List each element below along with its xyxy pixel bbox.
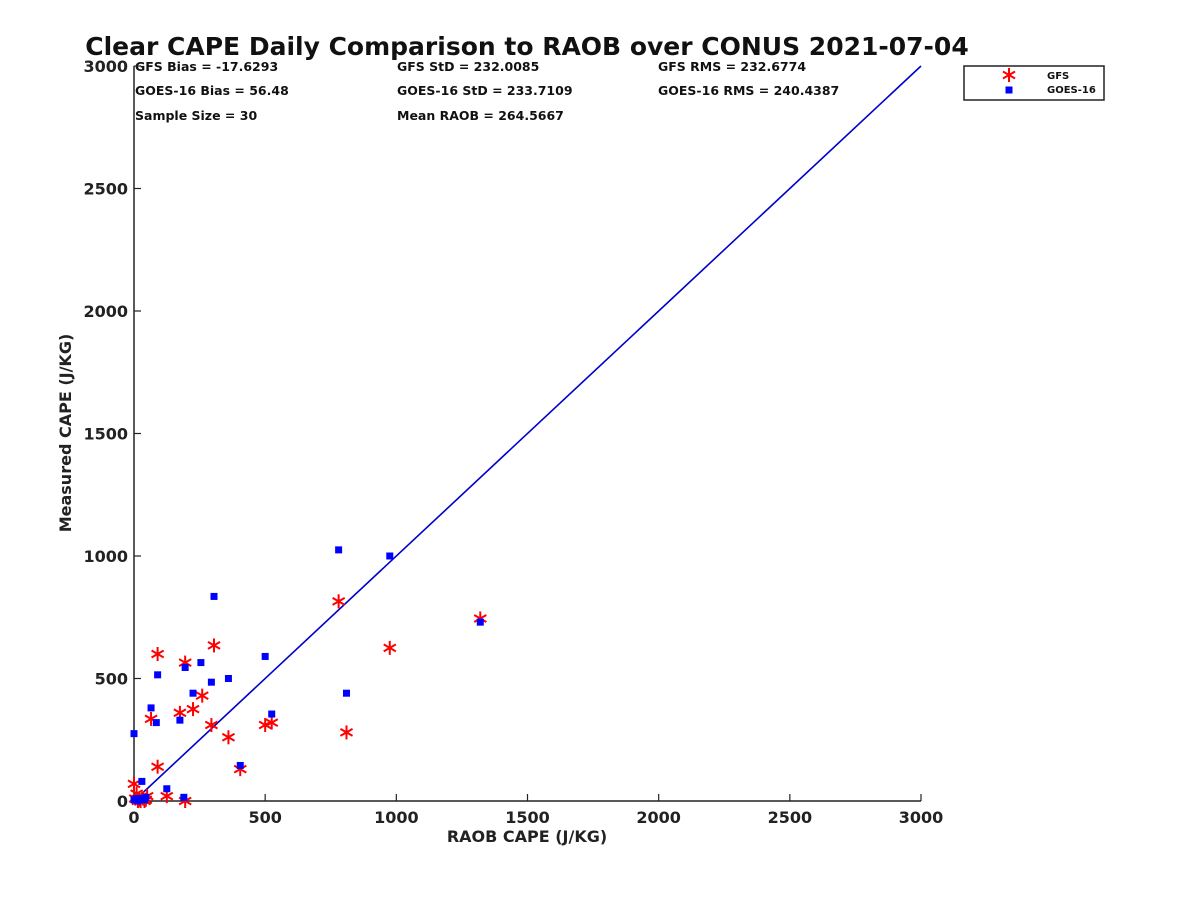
x-tick-label: 1500 bbox=[505, 808, 550, 827]
x-tick-label: 2500 bbox=[768, 808, 813, 827]
legend-gfs-asterisk bbox=[1002, 68, 1016, 82]
goes16-point bbox=[176, 716, 184, 724]
goes16-point bbox=[180, 793, 188, 801]
goes16-point bbox=[224, 675, 232, 682]
gfs-point bbox=[339, 725, 354, 740]
gfs-point bbox=[204, 718, 218, 733]
legend-box bbox=[963, 65, 1105, 101]
goes16-point bbox=[181, 663, 189, 671]
goes16-point bbox=[210, 592, 218, 600]
goes16-point bbox=[268, 710, 276, 718]
gfs-point bbox=[207, 638, 221, 653]
series-gfs bbox=[127, 594, 487, 808]
gfs-point bbox=[383, 640, 397, 655]
x-tick-label: 3000 bbox=[899, 808, 944, 827]
y-ticks: 0 500 1000 1500 2000 2500 3000 bbox=[83, 57, 141, 811]
y-tick-label: 500 bbox=[95, 670, 128, 689]
goes16-point bbox=[142, 793, 150, 801]
goes16-point bbox=[163, 785, 171, 793]
goes16-point bbox=[130, 730, 138, 738]
legend-gfs-label: GFS bbox=[1047, 71, 1069, 82]
gfs-point bbox=[221, 730, 236, 745]
x-ticks: 0 500 1000 1500 2000 2500 3000 bbox=[128, 794, 943, 827]
y-tick-label: 1500 bbox=[83, 425, 128, 444]
stat-goes-rms: GOES-16 RMS = 240.4387 bbox=[658, 83, 839, 98]
goes16-point bbox=[207, 678, 215, 686]
chart-title: Clear CAPE Daily Comparison to RAOB over… bbox=[85, 32, 968, 61]
stat-goes-std: GOES-16 StD = 233.7109 bbox=[397, 83, 573, 98]
stat-mean-raob: Mean RAOB = 264.5667 bbox=[397, 108, 564, 123]
legend-goes16-marker bbox=[1005, 86, 1013, 94]
stat-gfs-rms: GFS RMS = 232.6774 bbox=[658, 59, 806, 74]
y-tick-label: 3000 bbox=[83, 57, 128, 76]
stats-annotations: GFS Bias = -17.6293 GFS StD = 232.0085 G… bbox=[135, 59, 839, 123]
y-tick-label: 2000 bbox=[83, 302, 128, 321]
one-to-one-line bbox=[133, 65, 922, 802]
x-tick-label: 0 bbox=[128, 808, 139, 827]
goes16-point bbox=[386, 552, 394, 560]
goes16-point bbox=[236, 761, 244, 769]
gfs-point bbox=[151, 759, 165, 774]
goes16-point bbox=[189, 689, 197, 697]
legend-gfs-marker bbox=[1002, 68, 1016, 82]
gfs-point bbox=[332, 594, 346, 609]
gfs-point bbox=[265, 715, 279, 730]
legend: GFS GOES-16 bbox=[963, 65, 1105, 101]
stat-gfs-bias: GFS Bias = -17.6293 bbox=[135, 59, 278, 74]
legend-goes16-label: GOES-16 bbox=[1047, 85, 1096, 96]
goes16-point bbox=[152, 719, 160, 727]
gfs-point bbox=[258, 718, 272, 733]
x-tick-label: 1000 bbox=[374, 808, 419, 827]
legend-goes16-square bbox=[1005, 86, 1013, 94]
data-points bbox=[127, 546, 487, 808]
goes16-point bbox=[197, 659, 205, 667]
goes16-point bbox=[154, 671, 162, 679]
y-tick-label: 0 bbox=[117, 792, 128, 811]
y-axis-label: Measured CAPE (J/KG) bbox=[56, 334, 75, 533]
x-tick-label: 500 bbox=[248, 808, 281, 827]
stat-gfs-std: GFS StD = 232.0085 bbox=[397, 59, 539, 74]
goes16-point bbox=[335, 546, 343, 554]
goes16-point bbox=[261, 652, 269, 660]
x-axis-label: RAOB CAPE (J/KG) bbox=[447, 827, 607, 846]
goes16-point bbox=[342, 689, 350, 697]
stat-goes-bias: GOES-16 Bias = 56.48 bbox=[135, 83, 289, 98]
goes16-point bbox=[147, 704, 155, 712]
y-tick-label: 2500 bbox=[83, 180, 128, 199]
gfs-point bbox=[186, 702, 200, 717]
goes16-point bbox=[138, 777, 146, 785]
series-goes-16 bbox=[130, 546, 484, 805]
x-tick-label: 2000 bbox=[636, 808, 681, 827]
gfs-point bbox=[151, 647, 165, 661]
y-tick-label: 1000 bbox=[83, 547, 128, 566]
gfs-point bbox=[127, 776, 141, 791]
stat-sample-size: Sample Size = 30 bbox=[135, 108, 257, 123]
goes16-point bbox=[476, 618, 484, 626]
gfs-point bbox=[195, 688, 209, 703]
goes16-point bbox=[137, 795, 145, 803]
